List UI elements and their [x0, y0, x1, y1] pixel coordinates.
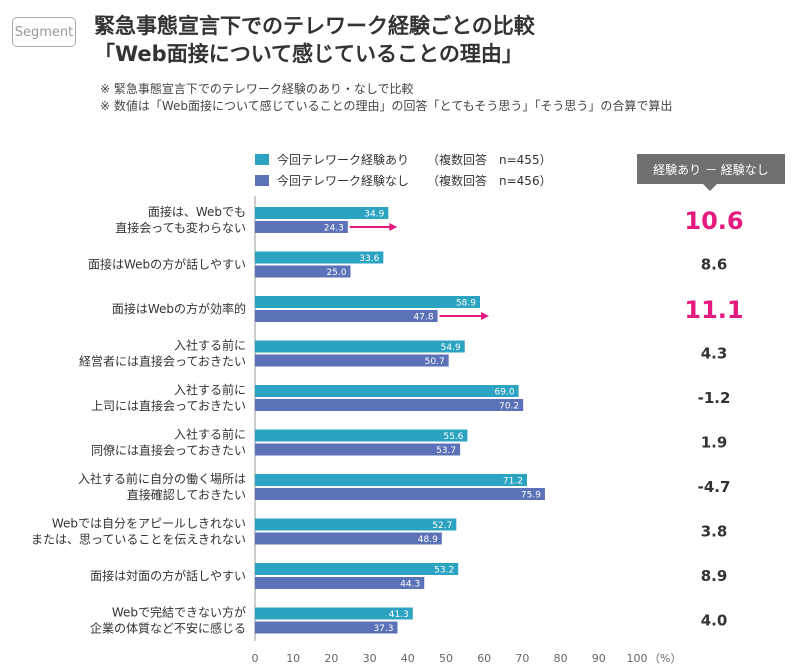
category-label: 入社する前に自分の働く場所は [78, 471, 246, 486]
note-1: ※ 緊急事態宣言下でのテレワーク経験のあり・なしで比較 [100, 82, 414, 96]
legend-label-b: 今回テレワーク経験なし [277, 174, 410, 188]
bar-value-label: 33.6 [359, 254, 379, 264]
bar-value-label: 69.0 [495, 388, 515, 398]
bar-series-a [255, 474, 527, 486]
bar-value-label: 58.9 [456, 299, 476, 309]
x-tick-label: 40 [401, 652, 415, 665]
bar-value-label: 41.3 [389, 610, 409, 620]
legend-note-a: （複数回答 n=455） [427, 153, 552, 167]
difference-value: 4.0 [701, 612, 728, 630]
legend-swatch-a [255, 154, 269, 165]
legend-label-a: 今回テレワーク経験あり [277, 153, 410, 167]
bar-value-label: 75.9 [521, 491, 541, 501]
category-label: 面接は、Webでも [148, 204, 246, 219]
bar-value-label: 55.6 [443, 432, 463, 442]
bar-series-a [255, 563, 459, 575]
legend-swatch-b [255, 175, 269, 186]
bar-value-label: 71.2 [503, 477, 523, 487]
bar-value-label: 24.3 [324, 224, 344, 234]
bar-series-a [255, 251, 384, 264]
bar-series-b [255, 399, 524, 411]
bar-value-label: 53.2 [434, 566, 454, 576]
bar-value-label: 48.9 [418, 535, 438, 545]
x-tick-label: 60 [477, 652, 491, 665]
bar-value-label: 34.9 [364, 210, 384, 220]
x-tick-label: 20 [324, 652, 338, 665]
bar-value-label: 44.3 [400, 580, 420, 590]
category-label: 経営者には直接会っておきたい [79, 354, 246, 369]
x-tick-label: 50 [439, 652, 453, 665]
bar-value-label: 47.8 [414, 313, 434, 323]
difference-value: -1.2 [698, 389, 731, 407]
difference-value: 3.8 [701, 523, 728, 541]
bar-series-a [255, 207, 389, 219]
category-label: Webで完結できない方が [112, 605, 246, 620]
x-tick-label: 80 [554, 652, 568, 665]
highlight-arrow-head [480, 312, 489, 320]
difference-value: 8.9 [701, 567, 728, 585]
note-2: ※ 数値は「Web面接について感じていることの理由」の回答「とてもそう思う」「そ… [100, 99, 673, 113]
bar-value-label: 53.7 [436, 446, 456, 456]
x-tick-label: 70 [515, 652, 529, 665]
highlight-arrow-head [389, 223, 398, 231]
x-tick-label: 30 [363, 652, 377, 665]
bar-series-b [255, 532, 442, 545]
difference-value: 4.3 [701, 345, 728, 363]
bar-series-a [255, 429, 468, 442]
chart-title-line-1: 緊急事態宣言下でのテレワーク経験ごとの比較 [94, 14, 535, 38]
legend-item-a: 今回テレワーク経験あり （複数回答 n=455） [255, 151, 552, 168]
x-tick-label: 0 [252, 652, 259, 665]
category-label: 入社する前に [174, 382, 246, 397]
category-label: 企業の体質など不安に感じる [90, 621, 246, 636]
bar-series-a [255, 607, 413, 620]
bar-series-b [255, 265, 351, 278]
difference-value: 8.6 [701, 256, 728, 274]
category-label: 入社する前に [174, 427, 246, 442]
bar-value-label: 37.3 [373, 624, 393, 634]
legend-item-b: 今回テレワーク経験なし （複数回答 n=456） [255, 172, 552, 189]
bar-series-b [255, 354, 449, 367]
category-label: Webでは自分をアピールしきれない [52, 517, 246, 531]
bar-value-label: 25.0 [326, 268, 346, 278]
category-label: 同僚には直接会っておきたい [91, 443, 246, 458]
category-label: 面接は対面の方が話しやすい [90, 568, 246, 583]
x-tick-label: 10 [286, 652, 300, 665]
category-label: 上司には直接会っておきたい [91, 398, 246, 413]
bar-series-b [255, 221, 348, 233]
bar-series-b [255, 621, 398, 634]
bar-series-a [255, 385, 519, 397]
category-label: 直接会っても変わらない [115, 220, 246, 235]
x-unit-label: （%） [649, 652, 681, 665]
legend-note-b: （複数回答 n=456） [427, 174, 552, 188]
category-label: 面接はWebの方が効率的 [112, 301, 246, 316]
bar-value-label: 54.9 [441, 343, 461, 353]
difference-value: 1.9 [701, 434, 728, 452]
bar-value-label: 50.7 [425, 357, 445, 367]
segment-badge: Segment [12, 17, 76, 47]
bar-series-b [255, 577, 425, 589]
bar-value-label: 52.7 [432, 521, 452, 531]
bar-series-b [255, 310, 438, 322]
difference-header: 経験あり － 経験なし [637, 154, 785, 191]
x-tick-label: 100 [627, 652, 648, 665]
x-tick-label: 90 [592, 652, 606, 665]
bar-series-b [255, 443, 461, 456]
bar-series-a [255, 296, 480, 308]
difference-value: 10.6 [684, 207, 743, 235]
bar-series-a [255, 518, 457, 531]
category-label: 直接確認しておきたい [127, 487, 246, 502]
difference-value: 11.1 [684, 296, 743, 324]
chart-title-line-2: 「Web面接について感じていることの理由」 [94, 42, 523, 66]
difference-value: -4.7 [698, 478, 731, 496]
bar-series-b [255, 488, 545, 500]
bar-value-label: 70.2 [499, 402, 519, 412]
category-label: または、思っていることを伝えきれない [31, 533, 246, 547]
category-label: 面接はWebの方が話しやすい [88, 257, 246, 272]
category-label: 入社する前に [174, 338, 246, 353]
bar-series-a [255, 340, 465, 353]
